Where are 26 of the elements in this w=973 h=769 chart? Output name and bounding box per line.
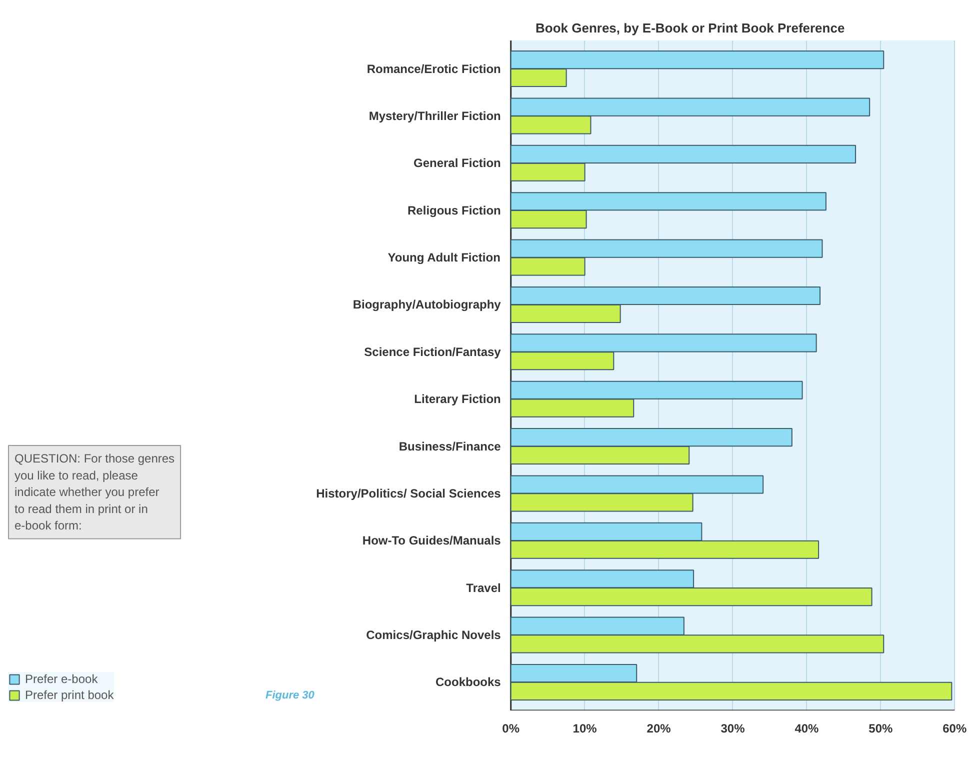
y-tick-label: Mystery/Thriller Fiction (368, 108, 501, 123)
y-tick-label: Young Adult Fiction (388, 250, 500, 265)
y-tick-label: Romance/Erotic Fiction (366, 62, 501, 76)
y-tick-label: How-To Guides/Manuals (362, 534, 502, 548)
y-tick-label: Literary Fiction (414, 392, 501, 406)
y-tick-label: Biography/Autobiography (352, 298, 502, 312)
chart-title: Book Genres, by E-Book or Print Book Preference (536, 20, 845, 36)
legend-label: Prefer print book (25, 688, 114, 702)
y-tick-label: Cookbooks (436, 675, 502, 690)
x-tick-label: 50% (868, 722, 894, 736)
x-tick-label: 40% (794, 722, 820, 736)
y-tick-label: Comics/Graphic Novels (366, 628, 502, 642)
y-tick-label: Business/Finance (398, 439, 502, 454)
x-tick-label: 10% (572, 722, 598, 736)
caption: Figure 30 (266, 690, 316, 702)
x-tick-label: 0% (502, 722, 520, 736)
x-tick-label: 60% (942, 722, 967, 736)
legend-label: Prefer e-book (25, 672, 98, 686)
x-tick-label: 20% (646, 722, 672, 736)
y-tick-label: History/Politics/ Social Sciences (316, 486, 502, 500)
y-tick-label: Science Fiction/Fantasy (364, 344, 502, 359)
y-tick-label: General Fiction (414, 156, 501, 170)
x-tick-label: 30% (720, 722, 746, 736)
y-tick-label: Travel (466, 580, 501, 595)
y-tick-label: Religous Fiction (408, 203, 501, 218)
text: QUESTION: For those genres you like to read, please indicate whether you prefer to read them in print or in e-book form: (14, 452, 175, 533)
